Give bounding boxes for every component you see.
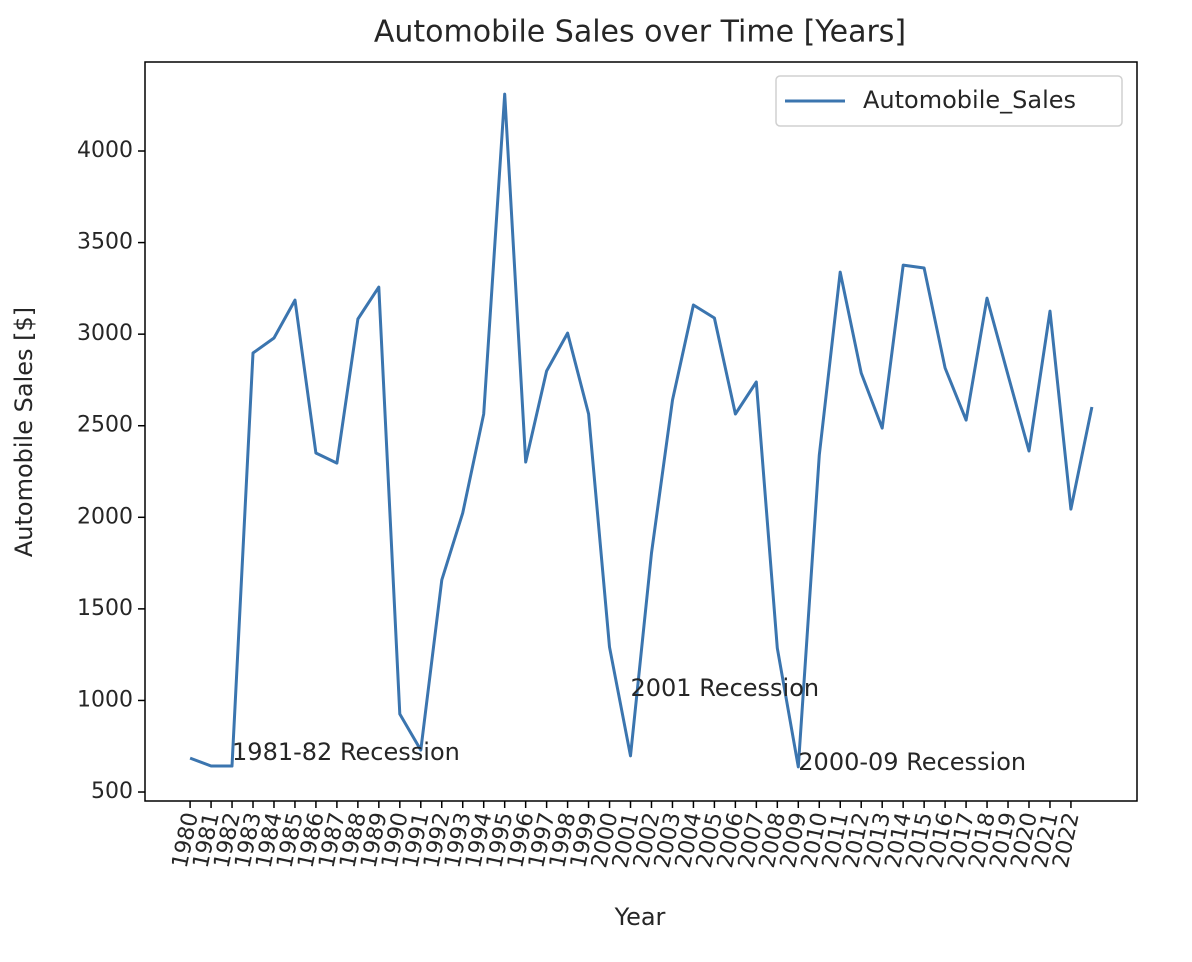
y-tick-label: 4000: [77, 138, 133, 163]
x-axis-label: Year: [614, 903, 666, 931]
line-series: [189, 92, 1094, 769]
chart-title: Automobile Sales over Time [Years]: [374, 15, 906, 50]
annotation: 2001 Recession: [631, 674, 820, 702]
y-tick-label: 2000: [77, 504, 133, 529]
y-tick-label: 500: [91, 779, 133, 804]
annotation: 1981-82 Recession: [232, 738, 460, 766]
legend-box: [775, 75, 1123, 127]
annotation: 2000-09 Recession: [798, 748, 1026, 776]
y-tick-label: 1500: [77, 596, 133, 621]
y-tick-label: 2500: [77, 413, 133, 438]
y-tick-label: 3000: [77, 321, 133, 346]
plot-frame: [144, 61, 1138, 802]
y-axis-label: Automobile Sales [$]: [10, 307, 38, 557]
legend-label: Automobile_Sales: [863, 86, 1076, 114]
y-tick-label: 1000: [77, 687, 133, 712]
y-tick-label: 3500: [77, 230, 133, 255]
